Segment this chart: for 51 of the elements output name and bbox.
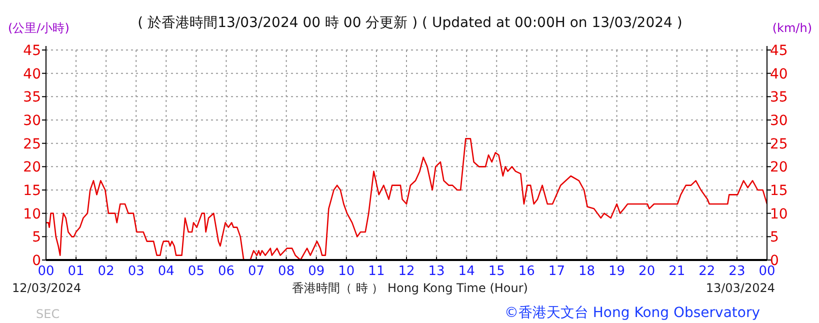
y-tick-label: 5 [32,230,41,246]
y-tick-label: 45 [23,43,41,59]
y-tick-label: 40 [23,66,41,82]
y2-tick-label: 30 [770,113,788,129]
x-tick-label: 01 [68,264,84,279]
y2-tick-label: 20 [770,160,788,176]
x-tick-label: 06 [218,264,235,279]
y2-tick-label: 40 [770,66,788,82]
x-tick-label: 10 [338,264,355,279]
x-tick-label: 20 [638,264,656,279]
x-tick-label: 21 [668,264,686,279]
x-tick-label: 07 [248,264,265,279]
x-axis-title: 香港時間（ 時 ） Hong Kong Time (Hour) [292,281,528,295]
x-tick-label: 13 [428,264,445,279]
y-tick-label: 35 [23,90,41,106]
x-tick-label: 03 [128,264,144,279]
y-tick-label: 30 [23,113,41,129]
text: 13/03/2024 [706,281,775,295]
x-tick-label: 00 [758,264,776,279]
y2-tick-label: 25 [770,136,788,152]
chart-title: ( 於香港時間13/03/2024 00 時 00 分更新 ) ( Updated at 00:00H on 13/03/2024 ) [138,15,682,31]
y-tick-label: 20 [23,160,41,176]
y2-tick-label: 10 [770,206,788,222]
text: 12/03/2024 [12,281,82,295]
x-tick-label: 09 [308,264,325,279]
x-tick-label: 15 [488,264,505,279]
x-tick-label: 08 [278,264,295,279]
y-tick-label: 10 [23,206,41,222]
x-tick-label: 12 [398,264,415,279]
y2-tick-label: 5 [770,230,779,246]
y2-tick-label: 35 [770,90,788,106]
y-tick-label: 25 [23,136,41,152]
y2-tick-label: 15 [770,183,788,199]
x-tick-label: 11 [368,264,385,279]
x-tick-label: 18 [578,264,596,279]
y2-axis-title: (km/h) [772,21,812,35]
x-tick-label: 17 [548,264,565,279]
x-tick-label: 22 [698,264,716,279]
x-tick-label: 23 [728,264,746,279]
y-tick-label: 15 [23,183,41,199]
x-tick-label: 02 [98,264,114,279]
y-axis-title: (公里/小時) [8,21,70,35]
x-tick-label: 14 [458,264,475,279]
text: ©香港天文台 Hong Kong Observatory [504,305,760,321]
y2-tick-label: 45 [770,43,788,59]
text: SEC [36,307,60,321]
x-tick-label: 04 [158,264,174,279]
x-tick-label: 19 [608,264,626,279]
x-tick-label: 05 [188,264,204,279]
x-tick-label: 00 [38,264,54,279]
x-tick-label: 16 [518,264,535,279]
